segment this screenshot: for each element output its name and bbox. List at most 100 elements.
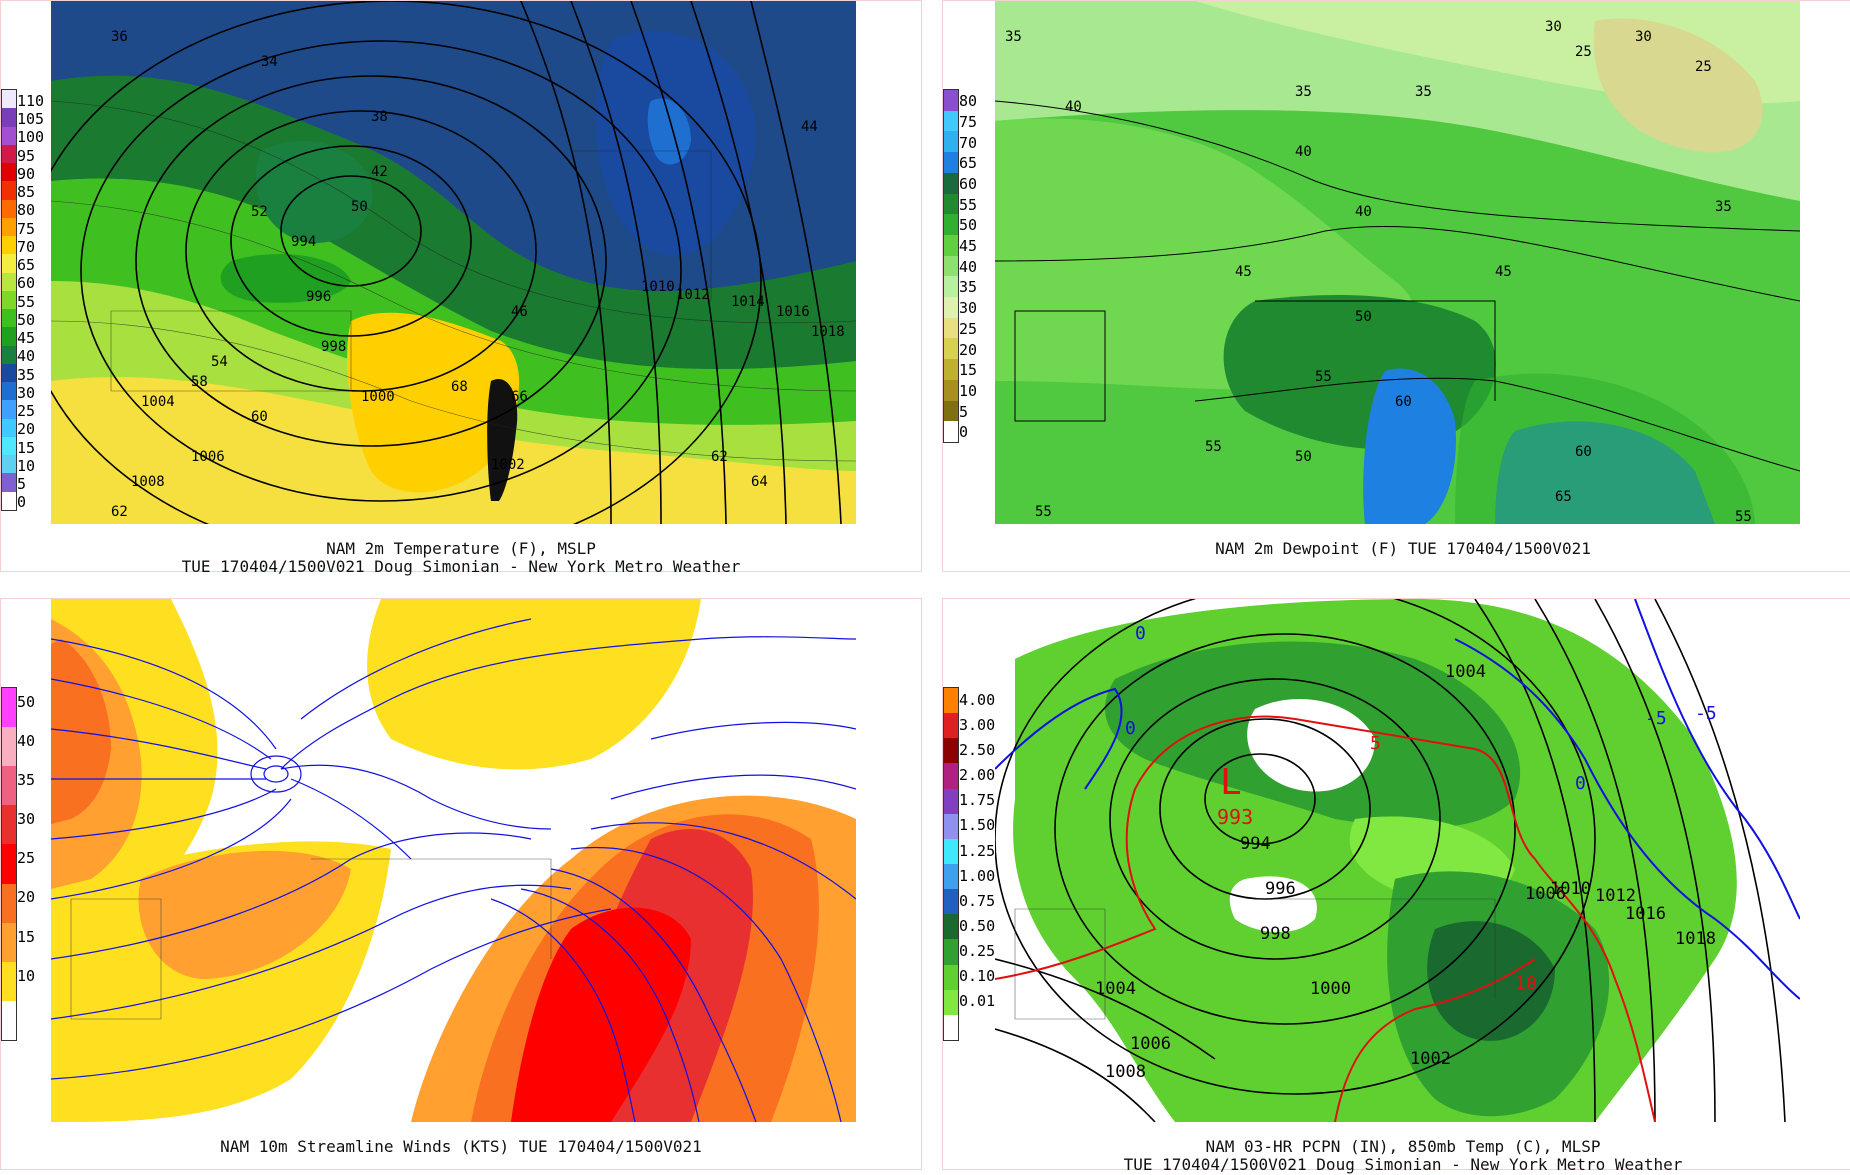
svg-text:45: 45	[1495, 264, 1512, 280]
colorbar-label: 0.01	[959, 992, 996, 1011]
colorbar-cell	[2, 382, 16, 401]
colorbar-cell	[2, 473, 16, 492]
svg-text:10: 10	[1515, 973, 1537, 994]
colorbar-cell	[944, 234, 958, 256]
colorbar-label: 70	[959, 133, 978, 152]
colorbar-label: 75	[17, 219, 36, 238]
temperature-colorbar	[1, 89, 17, 511]
colorbar-label: 105	[17, 110, 45, 128]
svg-text:64: 64	[751, 474, 768, 490]
svg-text:60: 60	[1395, 394, 1412, 410]
colorbar-cell	[944, 131, 958, 153]
svg-text:1012: 1012	[676, 287, 710, 303]
svg-text:42: 42	[371, 164, 388, 180]
svg-text:1016: 1016	[1625, 904, 1666, 924]
svg-text:55: 55	[1035, 504, 1052, 520]
colorbar-label: 10	[959, 381, 978, 400]
colorbar-cell	[2, 436, 16, 455]
wind-map	[51, 599, 856, 1122]
svg-text:-5: -5	[1695, 703, 1717, 724]
wind-map-svg	[51, 599, 856, 1122]
colorbar-cell	[2, 126, 16, 145]
colorbar-label: 1.25	[959, 841, 996, 860]
svg-text:40: 40	[1295, 144, 1312, 160]
colorbar-cell	[944, 90, 958, 111]
colorbar-label: 95	[17, 146, 36, 165]
svg-text:1000: 1000	[361, 389, 395, 405]
colorbar-cell	[2, 805, 16, 845]
svg-text:68: 68	[451, 379, 468, 395]
colorbar-cell	[2, 455, 16, 474]
colorbar-label: 5	[17, 475, 27, 494]
panel-temperature: 36 34 38 42 50 994 52 996 998 1000 1002 1004 100…	[0, 0, 922, 576]
svg-text:5: 5	[1370, 733, 1381, 754]
svg-text:1006: 1006	[191, 449, 225, 465]
colorbar-cell	[2, 199, 16, 218]
svg-text:44: 44	[801, 119, 818, 135]
colorbar-cell	[2, 217, 16, 236]
panel-precipitation: L 993 994 996 998 1000 1002 1004 1004 1006 100…	[942, 598, 1850, 1174]
colorbar-label: 30	[17, 810, 36, 829]
svg-text:998: 998	[1260, 924, 1291, 944]
svg-text:994: 994	[291, 234, 316, 250]
colorbar-cell	[2, 90, 16, 109]
colorbar-label: 65	[959, 154, 978, 173]
svg-text:62: 62	[111, 504, 128, 520]
svg-text:35: 35	[1715, 199, 1732, 215]
svg-text:25: 25	[1575, 44, 1592, 60]
svg-text:55: 55	[1315, 369, 1332, 385]
svg-text:1004: 1004	[1095, 979, 1136, 999]
svg-text:1016: 1016	[776, 304, 810, 320]
dewpoint-map-svg: 35 30 25 30 25 35 35 35 40 40 40 45 45 50 50 55 55 6…	[995, 1, 1800, 524]
svg-text:46: 46	[511, 304, 528, 320]
precip-caption-line-2: TUE 170404/1500V021 Doug Simonian - New …	[1123, 1155, 1683, 1174]
colorbar-label: 25	[959, 319, 978, 338]
wind-colorbar	[1, 687, 17, 1041]
low-pressure-value: 993	[1217, 805, 1253, 829]
colorbar-cell	[2, 254, 16, 273]
svg-text:60: 60	[251, 409, 268, 425]
svg-text:62: 62	[711, 449, 728, 465]
temperature-caption-line-1: NAM 2m Temperature (F), MSLP	[326, 539, 596, 558]
panel-streamline-winds: 50 40 35 30 25 20 15 10 NAM 10m Streamline Wind…	[0, 598, 922, 1170]
colorbar-label: 60	[959, 174, 978, 193]
precip-colorbar	[943, 687, 959, 1041]
colorbar-label: 80	[959, 92, 978, 111]
wind-caption: NAM 10m Streamline Winds (KTS) TUE 17040…	[220, 1137, 702, 1156]
colorbar-cell	[944, 989, 958, 1015]
colorbar-label: 1.00	[959, 866, 996, 885]
colorbar-label: 70	[17, 237, 36, 256]
colorbar-cell	[2, 922, 16, 962]
svg-text:55: 55	[1205, 439, 1222, 455]
colorbar-cell	[2, 418, 16, 437]
colorbar-cell	[944, 688, 958, 714]
colorbar-label: 90	[17, 164, 36, 183]
colorbar-cell	[944, 889, 958, 915]
svg-text:50: 50	[1355, 309, 1372, 325]
svg-text:-5: -5	[1645, 708, 1667, 729]
colorbar-label: 40	[17, 731, 36, 750]
svg-text:1010: 1010	[641, 279, 675, 295]
colorbar-label: 45	[959, 237, 978, 256]
colorbar-cell	[2, 309, 16, 328]
colorbar-cell	[2, 688, 16, 728]
colorbar-cell	[944, 838, 958, 864]
dewpoint-caption: NAM 2m Dewpoint (F) TUE 170404/1500V021	[1215, 539, 1591, 558]
svg-text:998: 998	[321, 339, 346, 355]
svg-text:1008: 1008	[131, 474, 165, 490]
colorbar-label: 40	[959, 257, 978, 276]
colorbar-cell	[944, 763, 958, 789]
colorbar-cell	[2, 144, 16, 163]
colorbar-cell	[944, 276, 958, 298]
colorbar-cell	[944, 713, 958, 739]
precip-caption-line-1: NAM 03-HR PCPN (IN), 850mb Temp (C), MLS…	[1205, 1137, 1601, 1156]
colorbar-cell	[944, 813, 958, 839]
svg-text:40: 40	[1355, 204, 1372, 220]
svg-text:58: 58	[191, 374, 208, 390]
colorbar-cell	[2, 181, 16, 200]
svg-text:1006: 1006	[1525, 884, 1566, 904]
colorbar-cell	[944, 400, 958, 422]
colorbar-label: 35	[17, 365, 36, 384]
svg-text:1002: 1002	[1410, 1049, 1451, 1069]
colorbar-cell	[944, 421, 958, 442]
